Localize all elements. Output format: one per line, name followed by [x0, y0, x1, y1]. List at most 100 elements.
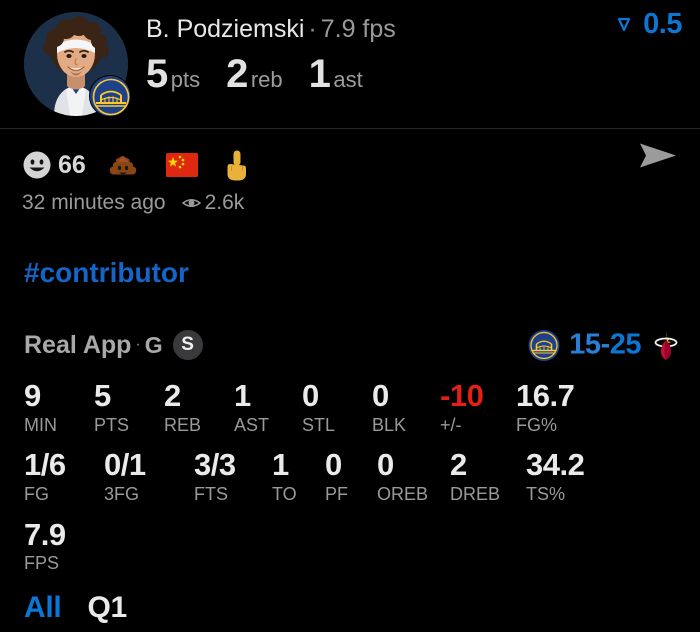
stat-fgpct-label: FG% [516, 414, 558, 435]
stat-to-value: 1 [272, 447, 289, 483]
post-meta: 32 minutes ago 2.6k [0, 187, 700, 215]
stat-oreb: 0 OREB [377, 448, 450, 505]
game-info-row: Real App · G S 15-25 [0, 325, 700, 365]
hashtag-link[interactable]: #contributor [24, 257, 189, 288]
scoreboard[interactable]: 15-25 [528, 329, 682, 362]
reaction-smiley[interactable]: 66 [22, 150, 86, 180]
stat-ast-label: AST [234, 414, 270, 435]
stat-pf: 0 PF [325, 448, 377, 505]
stat-stl: 0 STL [302, 378, 372, 436]
trend-indicator-value: 0.5 [643, 8, 682, 40]
app-name: Real App [24, 330, 132, 359]
stat-3fg-value: 0/1 [104, 447, 146, 483]
reaction-china-flag[interactable] [165, 153, 204, 177]
period-tabs: All Q1 [0, 591, 700, 625]
stat-to: 1 TO [272, 448, 325, 505]
stat-min: 9 MIN [24, 378, 94, 436]
smiley-face-emoji-icon [23, 151, 51, 179]
stat-plusminus: -10 +/- [440, 378, 516, 436]
stat-reb: 2 REB [164, 378, 234, 436]
reaction-poop[interactable] [108, 150, 144, 180]
stat-blk-value: 0 [372, 378, 389, 413]
stat-to-label: TO [272, 484, 297, 505]
quick-stat-line: 5 pts 2 reb 1 ast [146, 52, 684, 97]
tab-q1[interactable]: Q1 [87, 590, 127, 624]
quick-stat-ast-label: ast [333, 67, 363, 92]
quick-stat-pts-label: pts [170, 67, 201, 92]
stat-fps-value: 7.9 [24, 516, 66, 552]
away-score: 15-25 [569, 328, 641, 361]
stat-pts-value: 5 [94, 378, 111, 413]
quick-stat-reb-value: 2 [226, 52, 248, 96]
stat-3fg: 0/1 3FG [104, 448, 194, 505]
view-count: 2.6k [181, 191, 245, 215]
view-count-value: 2.6k [204, 191, 245, 214]
starter-badge: S [172, 330, 203, 360]
china-flag-emoji-icon [165, 153, 198, 177]
eye-icon [181, 199, 201, 207]
player-name-line: B. Podziemski · 7.9 fps [146, 14, 684, 44]
stat-min-value: 9 [24, 378, 41, 413]
stat-reb-label: REB [164, 414, 202, 435]
middle-finger-emoji-icon [227, 150, 246, 181]
trend-indicator[interactable]: 0.5 [616, 8, 682, 41]
quick-stat-ast: 1 ast [309, 52, 363, 97]
game-separator: · [135, 336, 141, 353]
stat-fts-value: 3/3 [194, 447, 236, 483]
golden-state-warriors-logo-icon [89, 75, 131, 117]
name-separator: · [308, 15, 317, 43]
stat-dreb-value: 2 [450, 447, 467, 483]
stat-fps: 7.9 FPS [24, 516, 104, 575]
player-position: G [144, 331, 163, 358]
quick-stat-pts: 5 pts [146, 52, 200, 97]
stat-reb-value: 2 [164, 378, 181, 413]
stat-dreb: 2 DREB [450, 448, 526, 505]
reaction-smiley-count: 66 [58, 150, 86, 179]
miami-heat-logo-icon [654, 332, 678, 360]
stat-tspct: 34.2 TS% [526, 448, 616, 505]
tab-all[interactable]: All [24, 590, 62, 624]
down-trend-arrow-icon [618, 17, 631, 31]
stat-min-label: MIN [24, 414, 57, 435]
send-icon[interactable] [638, 140, 678, 177]
player-header: B. Podziemski · 7.9 fps 5 pts 2 reb 1 ast [0, 0, 700, 128]
stat-fgpct-value: 16.7 [516, 378, 575, 413]
stat-fps-label: FPS [24, 553, 60, 574]
avatar[interactable] [24, 12, 131, 117]
stat-fg-value: 1/6 [24, 447, 66, 483]
quick-stat-ast-value: 1 [308, 52, 331, 96]
timestamp: 32 minutes ago [22, 191, 166, 214]
stat-stl-value: 0 [302, 378, 319, 413]
stat-tspct-label: TS% [526, 484, 566, 505]
stat-fg-label: FG [24, 484, 49, 505]
stat-grid: 9 MIN 5 PTS 2 REB 1 AST 0 STL 0 BLK [0, 378, 700, 575]
stat-stl-label: STL [302, 414, 336, 435]
reaction-middle-finger[interactable] [226, 149, 254, 181]
stat-oreb-label: OREB [377, 484, 429, 505]
poop-emoji-icon [109, 156, 137, 175]
stat-row-tertiary: 7.9 FPS [0, 516, 700, 575]
stat-fg: 1/6 FG [24, 448, 104, 505]
quick-stat-pts-value: 5 [146, 52, 168, 96]
stat-fts-label: FTS [194, 484, 228, 505]
stat-3fg-label: 3FG [104, 484, 140, 505]
stat-fgpct: 16.7 FG% [516, 378, 606, 436]
header-divider [0, 128, 700, 129]
stat-dreb-label: DREB [450, 484, 501, 505]
stat-pts-label: PTS [94, 414, 130, 435]
stat-ast-value: 1 [234, 378, 251, 413]
quick-stat-reb: 2 reb [226, 52, 283, 97]
stat-blk: 0 BLK [372, 378, 440, 436]
quick-stat-reb-label: reb [250, 67, 283, 92]
stat-plusminus-label: +/- [440, 414, 462, 435]
player-fps-label: 7.9 fps [320, 15, 396, 43]
stat-blk-label: BLK [372, 414, 407, 435]
player-name: B. Podziemski [146, 15, 305, 43]
stat-oreb-value: 0 [377, 447, 394, 483]
stat-row-secondary: 1/6 FG 0/1 3FG 3/3 FTS 1 TO 0 PF 0 OREB [0, 448, 700, 505]
stat-fts: 3/3 FTS [194, 448, 272, 505]
stat-pf-label: PF [325, 484, 349, 505]
reaction-bar: 66 [0, 129, 700, 187]
stat-pf-value: 0 [325, 447, 342, 483]
